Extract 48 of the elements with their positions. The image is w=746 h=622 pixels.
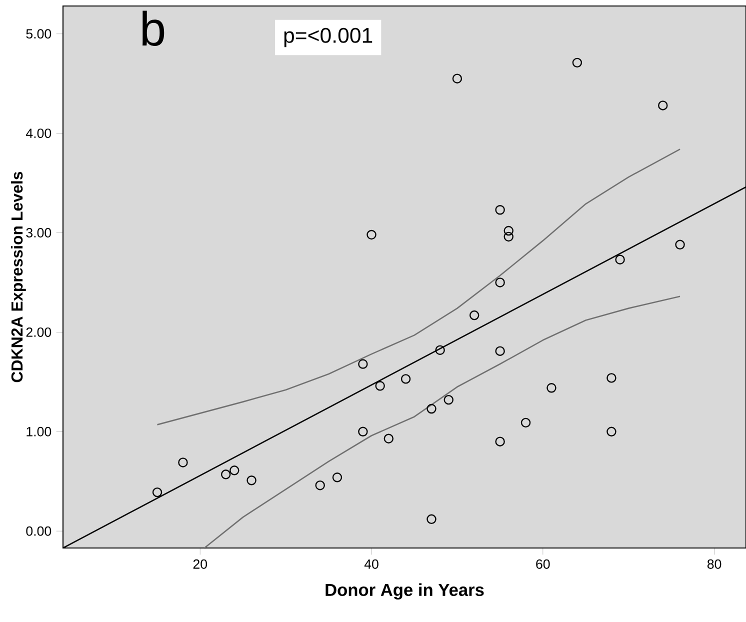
point xyxy=(358,359,368,369)
point xyxy=(435,345,445,355)
point xyxy=(504,226,514,236)
y-tick-label: 4.00 xyxy=(26,128,52,138)
x-tick-label: 20 xyxy=(193,559,208,569)
line-series xyxy=(156,148,681,426)
point xyxy=(606,373,616,383)
point xyxy=(675,240,685,250)
point xyxy=(426,404,436,414)
point xyxy=(520,418,531,428)
point xyxy=(426,514,436,524)
point xyxy=(400,374,411,384)
point xyxy=(152,487,162,498)
point xyxy=(315,480,325,490)
x-axis-title: Donor Age in Years xyxy=(326,583,484,600)
point xyxy=(495,436,505,446)
point xyxy=(366,230,376,240)
y-tick-label: 3.00 xyxy=(26,228,52,238)
x-tick-label: 60 xyxy=(536,559,550,569)
point xyxy=(230,466,240,476)
point xyxy=(504,232,514,242)
point xyxy=(332,472,342,482)
y-tick-label: 0.00 xyxy=(26,526,52,536)
point xyxy=(220,470,231,480)
x-tick-label: 80 xyxy=(707,559,722,569)
y-tick-label: 1.00 xyxy=(26,426,52,436)
y-tick-label: 5.00 xyxy=(26,29,52,39)
x-tick-label: 40 xyxy=(364,559,378,569)
point xyxy=(358,426,368,437)
point xyxy=(606,426,616,437)
point xyxy=(495,346,505,356)
point xyxy=(375,381,385,391)
point xyxy=(444,394,454,405)
y-tick-label: 2.00 xyxy=(26,327,52,337)
point xyxy=(452,74,462,84)
y-axis-title: CDKN2A Expression Levels xyxy=(10,172,26,382)
point xyxy=(178,458,188,468)
point xyxy=(495,205,505,215)
point xyxy=(469,310,480,320)
point xyxy=(572,58,582,68)
point xyxy=(615,254,625,264)
annotation: b xyxy=(142,10,164,46)
point xyxy=(384,434,394,444)
annotation: p=<0.001 xyxy=(284,28,372,48)
point xyxy=(658,100,668,110)
point xyxy=(546,383,556,393)
point xyxy=(246,476,256,486)
point xyxy=(495,278,505,288)
